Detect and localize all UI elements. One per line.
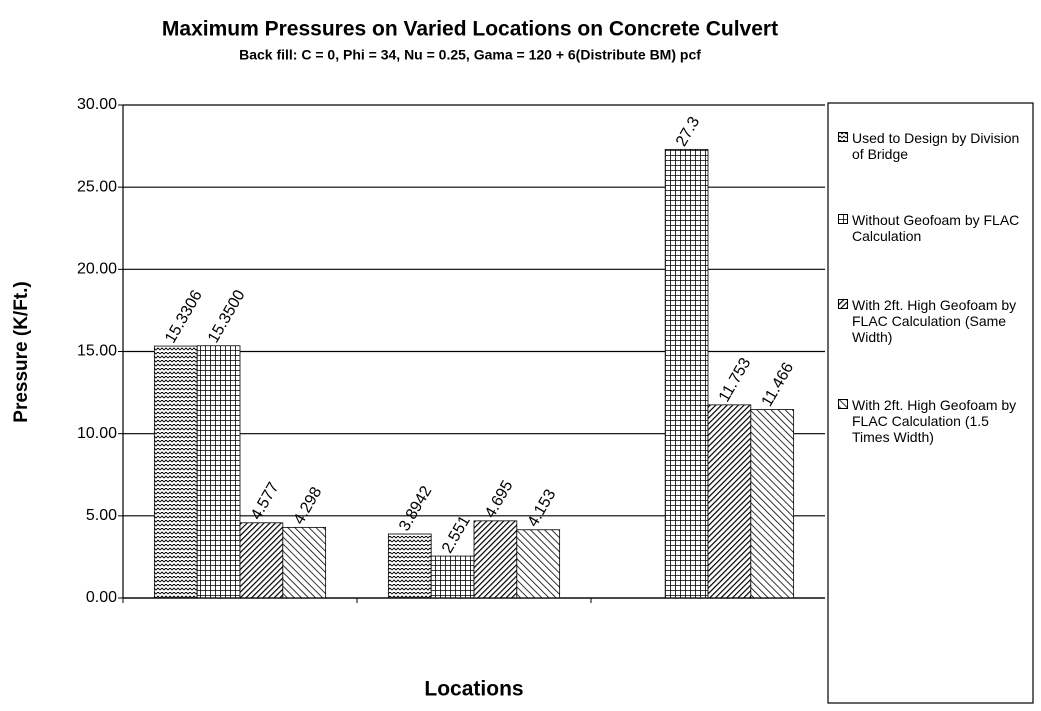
data-label: 3.8942	[396, 483, 435, 534]
legend-swatch-fill	[838, 214, 848, 224]
legend-entry: Without Geofoam by FLAC Calculation	[838, 212, 1028, 244]
data-label: 15.3500	[205, 287, 249, 346]
chart-title: Maximum Pressures on Varied Locations on…	[162, 18, 778, 41]
y-axis-label: Pressure (K/Ft.)	[11, 281, 32, 422]
data-label: 15.3306	[162, 288, 206, 347]
legend-entry: Used to Design by Division of Bridge	[838, 130, 1028, 162]
y-tick-label: 25.00	[77, 178, 117, 195]
data-label: 4.153	[525, 487, 560, 530]
data-label: 27.3	[673, 114, 703, 150]
y-tick-label: 30.00	[77, 96, 117, 113]
bar	[153, 345, 198, 599]
x-axis-label: Locations	[424, 678, 523, 701]
legend-swatch-fill	[838, 132, 848, 142]
data-label: 11.466	[759, 360, 798, 410]
legend-box	[827, 102, 1034, 704]
bar	[282, 526, 327, 599]
legend-label: Without Geofoam by FLAC Calculation	[852, 212, 1020, 244]
data-label: 4.298	[291, 484, 326, 527]
bar	[750, 409, 795, 599]
bar	[430, 555, 475, 599]
legend-label: With 2ft. High Geofoam by FLAC Calculati…	[852, 297, 1017, 345]
legend-swatch	[838, 399, 848, 409]
legend-label: With 2ft. High Geofoam by FLAC Calculati…	[852, 397, 1017, 445]
bar	[664, 148, 709, 599]
data-label: 2.551	[439, 513, 474, 556]
bar	[196, 345, 241, 599]
bar	[239, 522, 284, 599]
y-tick-label: 10.00	[77, 425, 117, 442]
y-tick-label: 15.00	[77, 343, 117, 360]
y-tick-label: 5.00	[86, 507, 117, 524]
legend-entry: With 2ft. High Geofoam by FLAC Calculati…	[838, 297, 1028, 345]
legend-label: Used to Design by Division of Bridge	[852, 130, 1020, 162]
legend-entry: With 2ft. High Geofoam by FLAC Calculati…	[838, 397, 1028, 445]
y-tick-label: 20.00	[77, 261, 117, 278]
bar	[516, 529, 561, 599]
bar	[707, 404, 752, 599]
bar	[387, 533, 432, 599]
legend-swatch-fill	[838, 399, 848, 409]
data-label: 11.753	[716, 355, 755, 405]
y-tick-label: 0.00	[86, 589, 117, 606]
legend-swatch	[838, 214, 848, 224]
legend-swatch-fill	[838, 299, 848, 309]
legend-swatch	[838, 299, 848, 309]
data-label: 4.695	[482, 478, 517, 521]
legend-swatch	[838, 132, 848, 142]
chart-subtitle: Back fill: C = 0, Phi = 34, Nu = 0.25, G…	[239, 47, 701, 63]
bar	[473, 520, 518, 599]
